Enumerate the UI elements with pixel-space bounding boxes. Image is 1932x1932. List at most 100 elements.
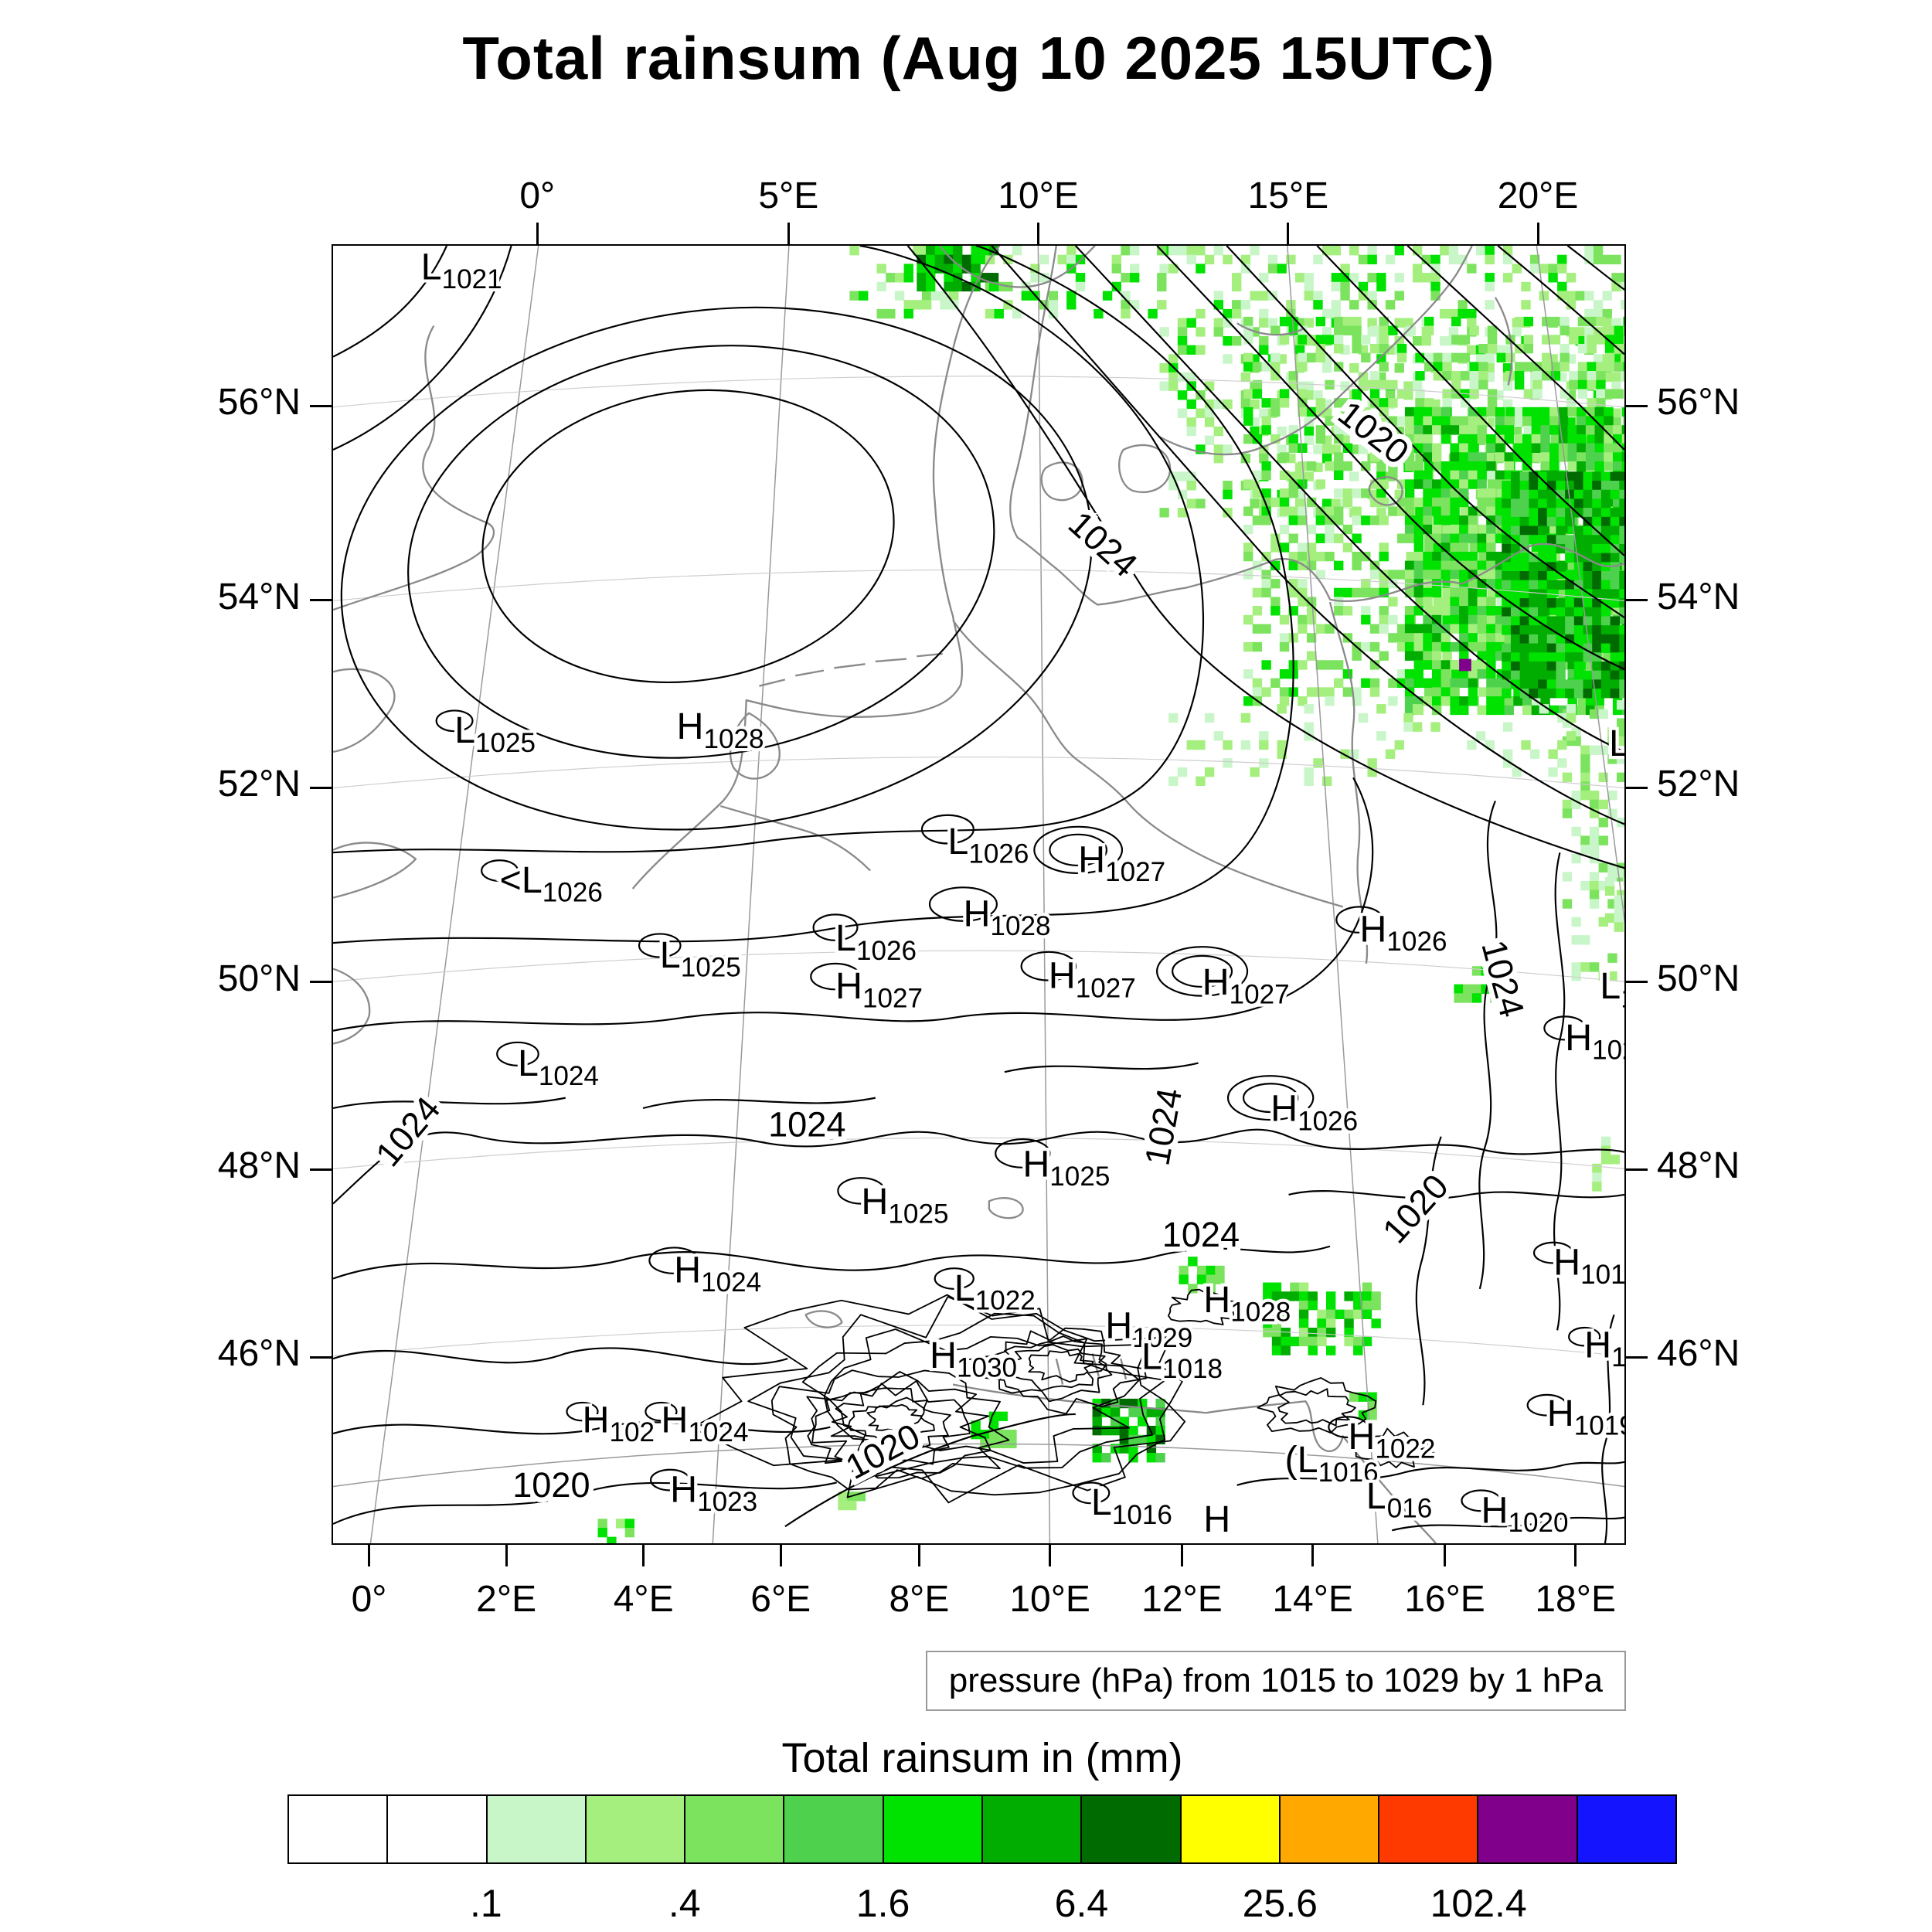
rain-pixel (1290, 1282, 1300, 1292)
rain-pixel (1271, 1300, 1282, 1311)
rain-pixel (1331, 308, 1342, 319)
rain-pixel (1477, 624, 1487, 634)
rain-pixel (1450, 660, 1460, 670)
rain-pixel (1371, 1300, 1381, 1311)
rain-pixel (1619, 526, 1624, 536)
rain-pixel (1486, 696, 1496, 706)
rain-pixel (1546, 543, 1557, 554)
rain-pixel (1557, 740, 1567, 750)
rain-pixel (1549, 416, 1560, 426)
rain-pixel (1512, 767, 1522, 777)
rain-pixel (944, 281, 954, 292)
rain-pixel (1538, 670, 1548, 681)
rain-pixel (1361, 515, 1371, 526)
pressure-center-label: <L1026 (500, 859, 603, 908)
rain-pixel (1361, 641, 1371, 652)
rain-pixel (1288, 379, 1298, 390)
rain-pixel (998, 1411, 1008, 1421)
rain-pixel (1548, 749, 1558, 759)
rain-pixel (876, 281, 886, 292)
rain-pixel (1240, 399, 1251, 410)
rain-pixel (1334, 606, 1344, 616)
rain-pixel (1611, 408, 1621, 418)
rain-pixel (1495, 416, 1505, 426)
rain-pixel (1477, 579, 1487, 589)
rain-pixel (597, 1527, 607, 1538)
rain-pixel (903, 308, 913, 319)
rain-pixel (1556, 516, 1566, 527)
rain-pixel (1388, 398, 1398, 408)
rain-pixel (1589, 845, 1600, 855)
rain-pixel (1556, 580, 1566, 590)
rain-pixel (1610, 634, 1620, 645)
rain-pixel (1450, 678, 1460, 689)
rain-pixel (1592, 643, 1602, 653)
rain-pixel (1486, 524, 1496, 535)
rain-pixel (1440, 308, 1450, 319)
rain-pixel (1538, 625, 1548, 635)
rain-pixel (1556, 526, 1566, 536)
rain-pixel (1529, 661, 1539, 672)
rain-pixel (1413, 443, 1423, 453)
rain-pixel (1529, 489, 1539, 500)
rain-pixel (1577, 452, 1587, 462)
rain-pixel (1179, 1265, 1189, 1276)
rain-pixel (1521, 300, 1531, 310)
parallel-line (333, 950, 1624, 982)
pressure-center-label: H1024 (674, 1250, 761, 1298)
rain-pixel (1610, 508, 1620, 518)
rain-pixel (1587, 343, 1597, 354)
rain-pixel (1463, 984, 1473, 994)
rain-pixel (1519, 670, 1530, 681)
rain-pixel (1610, 670, 1620, 681)
rain-pixel (1556, 661, 1566, 672)
coastline (729, 712, 781, 780)
rain-pixel (1379, 335, 1389, 345)
rain-pixel (1450, 606, 1460, 616)
rain-pixel (1514, 434, 1525, 444)
rain-pixel (1567, 425, 1577, 435)
rain-pixel (1486, 506, 1496, 516)
rain-pixel (1396, 633, 1407, 643)
rain-pixel (1442, 398, 1452, 408)
rain-pixel (1223, 399, 1233, 410)
rain-pixel (1376, 281, 1386, 292)
rain-pixel (1440, 434, 1451, 444)
rain-pixel (1450, 543, 1460, 553)
rain-pixel (1546, 481, 1557, 491)
rain-pixel (1468, 668, 1478, 679)
terrain-contour (1352, 1427, 1436, 1468)
rain-pixel (1478, 633, 1488, 643)
rain-pixel (1592, 589, 1602, 599)
rain-pixel (1361, 416, 1371, 426)
rain-pixel (1486, 551, 1496, 562)
rain-pixel (1519, 634, 1530, 645)
rain-pixel (1522, 434, 1532, 444)
rain-pixel (1604, 913, 1615, 923)
rain-pixel (1250, 399, 1260, 410)
rain-pixel (1538, 679, 1548, 689)
rain-pixel (1596, 316, 1606, 327)
colorbar-cell (1477, 1794, 1577, 1864)
rain-pixel (1440, 633, 1451, 643)
rain-pixel (1092, 1425, 1102, 1436)
rain-pixel (1369, 452, 1380, 462)
rain-pixel (1396, 506, 1407, 516)
rain-pixel (1250, 426, 1260, 437)
rain-pixel (1413, 668, 1423, 679)
rain-pixel (1502, 535, 1512, 545)
colorbar-cell (1278, 1794, 1379, 1864)
rain-pixel (1621, 614, 1624, 625)
rain-pixel (1458, 308, 1468, 319)
rain-pixel (1619, 516, 1624, 527)
rain-pixel (1379, 543, 1389, 553)
rain-pixel (1379, 379, 1389, 390)
rain-pixel (1308, 1291, 1318, 1301)
rain-pixel (1394, 273, 1404, 283)
coastline (1091, 1353, 1100, 1377)
rain-pixel (1623, 316, 1624, 327)
axis-tick-bottom (1444, 1545, 1446, 1566)
rain-pixel (1423, 678, 1433, 689)
rain-pixel (1396, 641, 1407, 652)
rain-pixel (1612, 443, 1623, 453)
